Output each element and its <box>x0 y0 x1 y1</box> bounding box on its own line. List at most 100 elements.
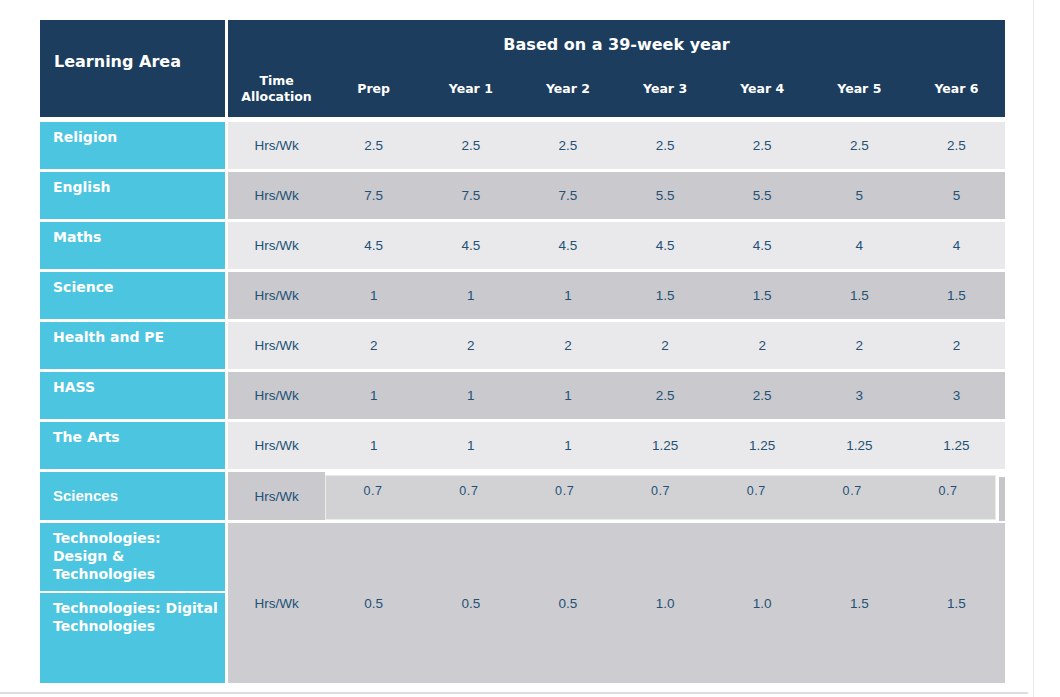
value-cell: 2 <box>811 322 908 369</box>
unit-cell: Hrs/Wk <box>228 272 325 319</box>
value-cell: 4.5 <box>422 222 519 269</box>
value-cell: 2.5 <box>714 122 811 169</box>
value-cell: 2 <box>908 322 1005 369</box>
value-cell: 1.0 <box>714 523 811 683</box>
value-cell: 1 <box>422 272 519 319</box>
table-row-sciences: Sciences Hrs/Wk 0.7 0.7 0.7 0.7 0.7 0.7 … <box>40 472 1005 520</box>
row-values: Hrs/Wk 0.7 0.7 0.7 0.7 0.7 0.7 0.7 <box>228 472 1005 520</box>
value-cell: 2 <box>617 322 714 369</box>
value-cell: 7.5 <box>325 172 422 219</box>
unit-cell: Hrs/Wk <box>228 222 325 269</box>
value-cell: 1 <box>422 372 519 419</box>
value-cell: 1.5 <box>908 272 1005 319</box>
unit-cell: Hrs/Wk <box>228 172 325 219</box>
value-cell: 1 <box>519 422 616 469</box>
unit-cell: Hrs/Wk <box>228 322 325 369</box>
column-header-time-allocation: Time Allocation <box>228 68 325 117</box>
table-row-english: English Hrs/Wk 7.5 7.5 7.5 5.5 5.5 5 5 <box>40 172 1005 219</box>
row-label-english: English <box>40 172 225 219</box>
value-cell: 0.5 <box>325 523 422 683</box>
value-cell: 4.5 <box>714 222 811 269</box>
span-header-39-week-year: Based on a 39-week year <box>228 20 1005 68</box>
row-values: Hrs/Wk 2 2 2 2 2 2 2 <box>228 322 1005 369</box>
value-cell: 5.5 <box>714 172 811 219</box>
value-cell: 1.5 <box>908 523 1005 683</box>
value-cell: 4.5 <box>617 222 714 269</box>
value-cell: 0.7 <box>325 475 421 520</box>
value-cell: 0.7 <box>804 475 900 520</box>
value-cell: 1 <box>325 272 422 319</box>
value-cell: 5.5 <box>617 172 714 219</box>
value-cell: 2.5 <box>617 122 714 169</box>
table-row-technologies: Technologies: Design & Technologies Tech… <box>40 523 1005 683</box>
value-cell: 1.5 <box>811 272 908 319</box>
row-label-hass: HASS <box>40 372 225 419</box>
value-cell: 3 <box>908 372 1005 419</box>
row-label-religion: Religion <box>40 122 225 169</box>
column-header-year-2: Year 2 <box>519 68 616 117</box>
row-values: Hrs/Wk 7.5 7.5 7.5 5.5 5.5 5 5 <box>228 172 1005 219</box>
value-cell: 4 <box>811 222 908 269</box>
value-cell: 2 <box>519 322 616 369</box>
row-values: Hrs/Wk 1 1 1 2.5 2.5 3 3 <box>228 372 1005 419</box>
unit-cell: Hrs/Wk <box>228 422 325 469</box>
time-allocation-table: Learning Area Based on a 39-week year Ti… <box>40 20 1005 686</box>
value-cell: 1.25 <box>908 422 1005 469</box>
row-label-technologies-design: Technologies: Design & Technologies <box>40 523 225 591</box>
column-header-year-3: Year 3 <box>617 68 714 117</box>
column-header-year-6: Year 6 <box>908 68 1005 117</box>
overlay-edge-sliver <box>999 477 1005 521</box>
table-row-maths: Maths Hrs/Wk 4.5 4.5 4.5 4.5 4.5 4 4 <box>40 222 1005 269</box>
value-cell: 1.5 <box>714 272 811 319</box>
value-cell: 2 <box>422 322 519 369</box>
column-headers: Time Allocation Prep Year 1 Year 2 Year … <box>228 68 1005 117</box>
value-cell: 2 <box>325 322 422 369</box>
value-cell: 0.5 <box>519 523 616 683</box>
value-cell: 2.5 <box>811 122 908 169</box>
unit-cell: Hrs/Wk <box>228 472 325 520</box>
value-cell: 1 <box>325 422 422 469</box>
row-values: Hrs/Wk 1 1 1 1.5 1.5 1.5 1.5 <box>228 272 1005 319</box>
value-cell: 4 <box>908 222 1005 269</box>
value-cell: 5 <box>811 172 908 219</box>
header-main: Based on a 39-week year Time Allocation … <box>228 20 1005 117</box>
column-header-year-5: Year 5 <box>811 68 908 117</box>
page-edge-bottom <box>0 692 1028 694</box>
value-cell: 1.25 <box>714 422 811 469</box>
value-cell: 2.5 <box>422 122 519 169</box>
value-cell: 1.25 <box>811 422 908 469</box>
sciences-values-overlay: 0.7 0.7 0.7 0.7 0.7 0.7 0.7 <box>325 475 996 520</box>
value-cell: 0.7 <box>900 475 996 520</box>
value-cell: 2.5 <box>714 372 811 419</box>
row-label-technologies-digital: Technologies: Digital Technologies <box>40 593 225 683</box>
value-cell: 1 <box>519 272 616 319</box>
value-cell: 1 <box>422 422 519 469</box>
row-label-sciences: Sciences <box>40 472 225 520</box>
unit-cell: Hrs/Wk <box>228 523 325 683</box>
column-header-prep: Prep <box>325 68 422 117</box>
row-values: Hrs/Wk 1 1 1 1.25 1.25 1.25 1.25 <box>228 422 1005 469</box>
corner-header-learning-area: Learning Area <box>40 20 225 117</box>
value-cell: 0.7 <box>613 475 709 520</box>
value-cell: 1 <box>325 372 422 419</box>
row-values: Hrs/Wk 0.5 0.5 0.5 1.0 1.0 1.5 1.5 <box>228 523 1005 683</box>
row-values: Hrs/Wk 4.5 4.5 4.5 4.5 4.5 4 4 <box>228 222 1005 269</box>
value-cell: 1.0 <box>617 523 714 683</box>
row-label-health-and-pe: Health and PE <box>40 322 225 369</box>
technologies-labels: Technologies: Design & Technologies Tech… <box>40 523 225 683</box>
value-cell: 0.5 <box>422 523 519 683</box>
value-cell: 7.5 <box>519 172 616 219</box>
value-cell: 2.5 <box>908 122 1005 169</box>
table-header-row: Learning Area Based on a 39-week year Ti… <box>40 20 1005 117</box>
value-cell: 1 <box>519 372 616 419</box>
table-row-science: Science Hrs/Wk 1 1 1 1.5 1.5 1.5 1.5 <box>40 272 1005 319</box>
value-cell: 2.5 <box>325 122 422 169</box>
row-label-science: Science <box>40 272 225 319</box>
column-header-year-1: Year 1 <box>422 68 519 117</box>
value-cell: 2 <box>714 322 811 369</box>
table-row-health-and-pe: Health and PE Hrs/Wk 2 2 2 2 2 2 2 <box>40 322 1005 369</box>
value-cell: 2.5 <box>519 122 616 169</box>
document-page: Learning Area Based on a 39-week year Ti… <box>0 0 1060 697</box>
row-values: Hrs/Wk 2.5 2.5 2.5 2.5 2.5 2.5 2.5 <box>228 122 1005 169</box>
page-edge-right <box>1033 0 1034 697</box>
